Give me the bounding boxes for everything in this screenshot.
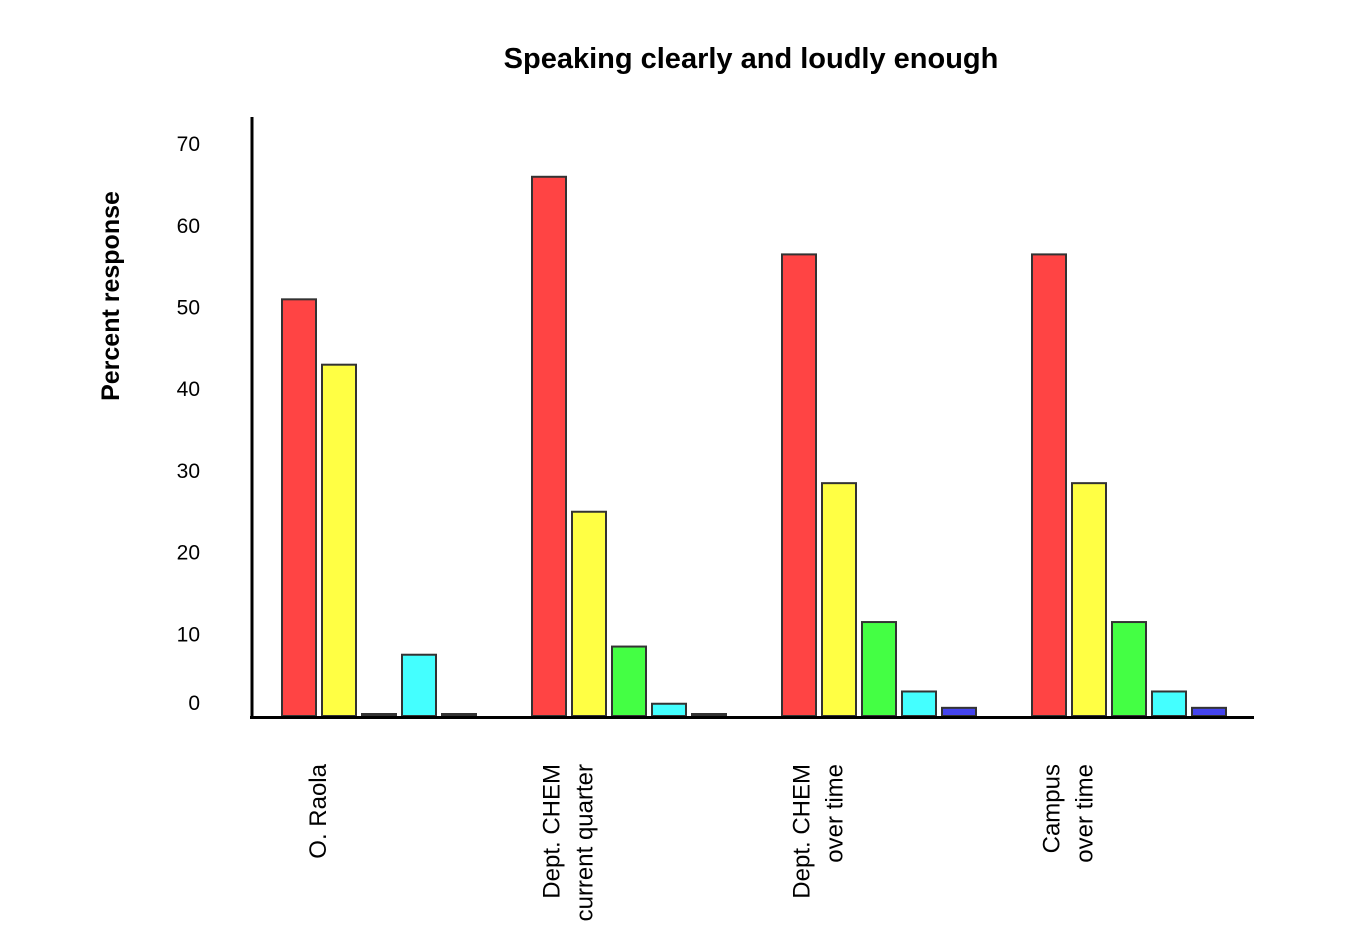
- y-tick-label: 30: [177, 460, 200, 483]
- y-axis-label: Percent response: [97, 191, 125, 401]
- bar-1-4: [691, 713, 727, 717]
- bar-1-1: [571, 510, 607, 717]
- category-label: Campus: [1039, 764, 1066, 853]
- y-axis-ticks: 0 10 20 30 40 50 60 70: [177, 133, 200, 715]
- y-tick-label: 20: [177, 542, 200, 565]
- bar-3-0: [1031, 253, 1067, 718]
- category-label: current quarter: [572, 764, 599, 921]
- bar-2-0: [781, 253, 817, 718]
- y-tick-label: 60: [177, 215, 200, 238]
- bar-2-2: [861, 621, 897, 717]
- bar-3-4: [1191, 706, 1227, 718]
- bar-3-1: [1071, 482, 1107, 717]
- y-tick-label: 50: [177, 297, 200, 320]
- y-tick-label: 70: [177, 133, 200, 156]
- bar-3-2: [1111, 621, 1147, 717]
- y-tick-label: 10: [177, 623, 200, 646]
- category-label: over time: [822, 764, 849, 863]
- bar-0-4: [441, 713, 477, 717]
- chart-title: Speaking clearly and loudly enough: [504, 43, 999, 75]
- y-tick-label: 0: [188, 692, 200, 715]
- bar-2-4: [941, 706, 977, 718]
- bar-1-3: [651, 702, 687, 717]
- bar-0-0: [281, 298, 317, 717]
- bar-0-1: [321, 363, 357, 717]
- bars: [281, 175, 1227, 718]
- bar-3-3: [1151, 690, 1187, 717]
- bar-2-3: [901, 690, 937, 717]
- y-tick-label: 40: [177, 378, 200, 401]
- category-label: Dept. CHEM: [789, 764, 816, 899]
- category-label: over time: [1072, 764, 1099, 863]
- x-axis-category-labels: O. Raola Dept. CHEM current quarter Dept. C…: [305, 763, 1099, 921]
- bar-0-2: [361, 713, 397, 717]
- bar-1-2: [611, 645, 647, 717]
- bar-0-3: [401, 653, 437, 717]
- category-label: Dept. CHEM: [539, 764, 566, 899]
- category-label: O. Raola: [305, 763, 332, 858]
- bar-2-1: [821, 482, 857, 717]
- bar-1-0: [531, 175, 567, 717]
